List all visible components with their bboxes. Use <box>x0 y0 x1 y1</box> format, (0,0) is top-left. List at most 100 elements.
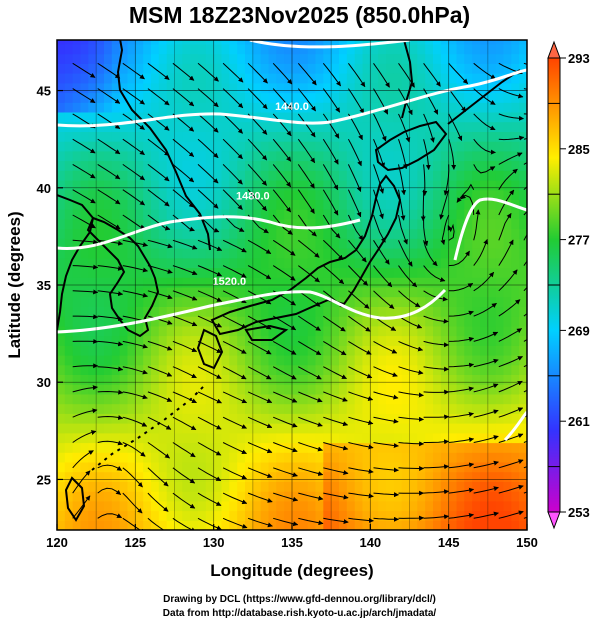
field-cell <box>433 199 442 210</box>
field-cell <box>456 442 465 453</box>
field-cell <box>284 218 293 230</box>
field-cell <box>80 150 89 162</box>
field-cell <box>339 471 348 482</box>
field-cell <box>104 442 113 453</box>
field-cell <box>158 481 168 492</box>
field-cell <box>64 510 74 521</box>
field-cell <box>119 413 129 424</box>
field-cell <box>276 296 285 307</box>
field-cell <box>205 92 215 103</box>
field-cell <box>299 413 309 424</box>
field-cell <box>213 82 223 94</box>
streamline <box>348 265 369 286</box>
field-cell <box>315 189 324 200</box>
field-cell <box>362 481 371 492</box>
field-cell <box>198 423 207 434</box>
field-cell <box>472 286 481 298</box>
field-cell <box>104 491 113 502</box>
field-cell <box>88 141 97 152</box>
streamline <box>373 240 390 265</box>
field-cell <box>480 189 489 200</box>
field-cell <box>276 345 285 356</box>
field-cell <box>440 491 450 502</box>
field-cell <box>354 189 364 200</box>
field-cell <box>370 325 379 337</box>
field-cell <box>464 452 473 463</box>
field-cell <box>57 500 66 512</box>
field-cell <box>135 257 144 269</box>
field-cell <box>260 73 270 84</box>
streamline <box>147 492 169 512</box>
field-cell <box>64 228 74 239</box>
field-cell <box>519 500 527 512</box>
field-cell <box>487 286 497 298</box>
streamline <box>197 492 222 506</box>
field-cell <box>127 43 136 55</box>
field-cell <box>472 189 481 200</box>
field-cell <box>487 355 497 366</box>
field-cell <box>119 500 129 512</box>
field-cell <box>370 296 379 307</box>
field-cell <box>64 218 74 230</box>
field-cell <box>511 286 520 298</box>
field-cell <box>213 40 223 45</box>
colorbar-min-arrow <box>547 511 561 530</box>
streamline <box>323 492 349 500</box>
field-cell <box>135 491 144 502</box>
field-cell <box>433 296 442 307</box>
field-cell <box>386 150 395 162</box>
streamline <box>322 189 339 216</box>
field-cell <box>362 423 371 434</box>
streamline <box>323 366 347 380</box>
field-cell <box>425 461 434 473</box>
field-cell <box>96 452 105 463</box>
field-cell <box>464 355 473 366</box>
field-cell <box>495 92 505 103</box>
field-cell <box>229 364 238 375</box>
field-cell <box>221 277 230 288</box>
field-cell <box>72 131 82 142</box>
field-cell <box>307 442 317 453</box>
field-cell <box>221 248 230 259</box>
field-cell <box>276 393 285 405</box>
field-cell <box>425 121 434 132</box>
field-cell <box>72 520 82 530</box>
field-cell <box>409 267 418 278</box>
field-cell <box>104 160 113 171</box>
field-cell <box>339 277 348 288</box>
field-cell <box>511 257 520 269</box>
field-cell <box>268 277 277 288</box>
field-cell <box>393 491 403 502</box>
field-cell <box>198 189 207 200</box>
field-cell <box>401 325 411 337</box>
field-cell <box>119 43 129 55</box>
field-cell <box>205 228 215 239</box>
field-cell <box>245 384 254 395</box>
field-cell <box>260 238 270 249</box>
field-cell <box>245 355 254 366</box>
field-cell <box>252 180 262 191</box>
field-cell <box>299 150 309 162</box>
field-cell <box>495 481 505 492</box>
streamline <box>122 214 146 230</box>
field-cell <box>245 73 254 84</box>
field-cell <box>284 471 293 482</box>
field-cell <box>519 73 527 84</box>
streamline <box>147 88 170 106</box>
field-cell <box>64 403 74 414</box>
field-cell <box>503 277 512 288</box>
field-cell <box>511 82 520 94</box>
field-cell <box>487 131 497 142</box>
field-cell <box>472 500 481 512</box>
field-cell <box>80 306 89 317</box>
field-cell <box>174 335 183 346</box>
streamline <box>398 189 406 221</box>
field-cell <box>487 403 497 414</box>
field-cell <box>198 481 207 492</box>
field-cell <box>143 296 152 307</box>
streamline <box>423 290 448 302</box>
field-cell <box>339 82 348 94</box>
field-cell <box>323 403 332 414</box>
field-cell <box>425 345 434 356</box>
field-cell <box>260 189 270 200</box>
